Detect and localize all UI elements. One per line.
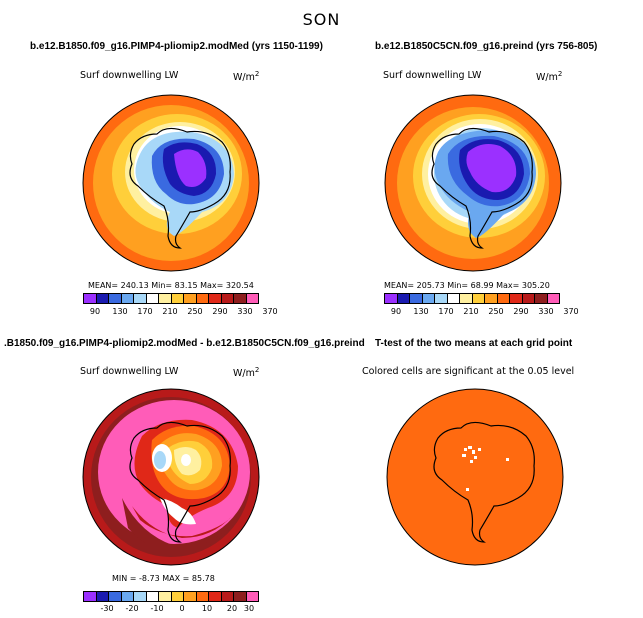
panel1-polar-map [82,94,260,272]
panel2-variable: Surf downwelling LW [383,70,482,81]
tick: 130 [112,307,128,316]
panel1-units: W/m2 [233,70,260,84]
page-title: SON [302,10,341,29]
tick: 0 [179,604,185,613]
panel4-variable: Colored cells are significant at the 0.0… [362,366,575,377]
tick: -20 [125,604,139,613]
panel2-title: b.e12.B1850C5CN.f09_g16.preind (yrs 756-… [375,41,598,52]
panel1-variable: Surf downwelling LW [80,70,179,81]
panel2-colorbar-ticks: 90 130 170 210 250 290 330 370 [384,307,579,319]
panel3-colorbar-ticks: -30 -20 -10 0 10 20 30 [83,604,257,616]
panel1-colorbar [83,293,259,304]
tick: 210 [463,307,479,316]
panel3-polar-map [82,388,260,566]
tick: 30 [243,604,255,613]
panel3-variable: Surf downwelling LW [80,366,179,377]
tick: 250 [187,307,203,316]
tick: 90 [89,307,101,316]
panel2-stats: MEAN= 205.73 Min= 68.99 Max= 305.20 [384,281,550,290]
tick: 130 [413,307,429,316]
tick: 290 [212,307,228,316]
panel2-colorbar [384,293,560,304]
tick: -10 [150,604,164,613]
tick: 20 [226,604,238,613]
tick: 10 [201,604,213,613]
panel3-units: W/m2 [233,366,260,380]
tick: 370 [262,307,278,316]
tick: 170 [137,307,153,316]
tick: 210 [162,307,178,316]
panel2-units: W/m2 [536,70,563,84]
tick: 330 [538,307,554,316]
tick: 170 [438,307,454,316]
panel1-stats: MEAN= 240.13 Min= 83.15 Max= 320.54 [88,281,254,290]
tick: 330 [237,307,253,316]
tick: 290 [513,307,529,316]
panel1-title: b.e12.B1850.f09_g16.PIMP4-pliomip2.modMe… [30,41,323,52]
panel1-colorbar-ticks: 90 130 170 210 250 290 330 370 [83,307,278,319]
panel3-colorbar [83,591,259,602]
tick: 370 [563,307,579,316]
panel4-polar-map [386,388,564,566]
panel2-polar-map [384,94,562,272]
panel3-stats: MIN = -8.73 MAX = 85.78 [112,574,215,583]
tick: 250 [488,307,504,316]
tick: 90 [390,307,402,316]
panel4-title: T-test of the two means at each grid poi… [375,338,573,349]
tick: -30 [100,604,114,613]
panel3-title: .B1850.f09_g16.PIMP4-pliomip2.modMed - b… [4,338,365,349]
